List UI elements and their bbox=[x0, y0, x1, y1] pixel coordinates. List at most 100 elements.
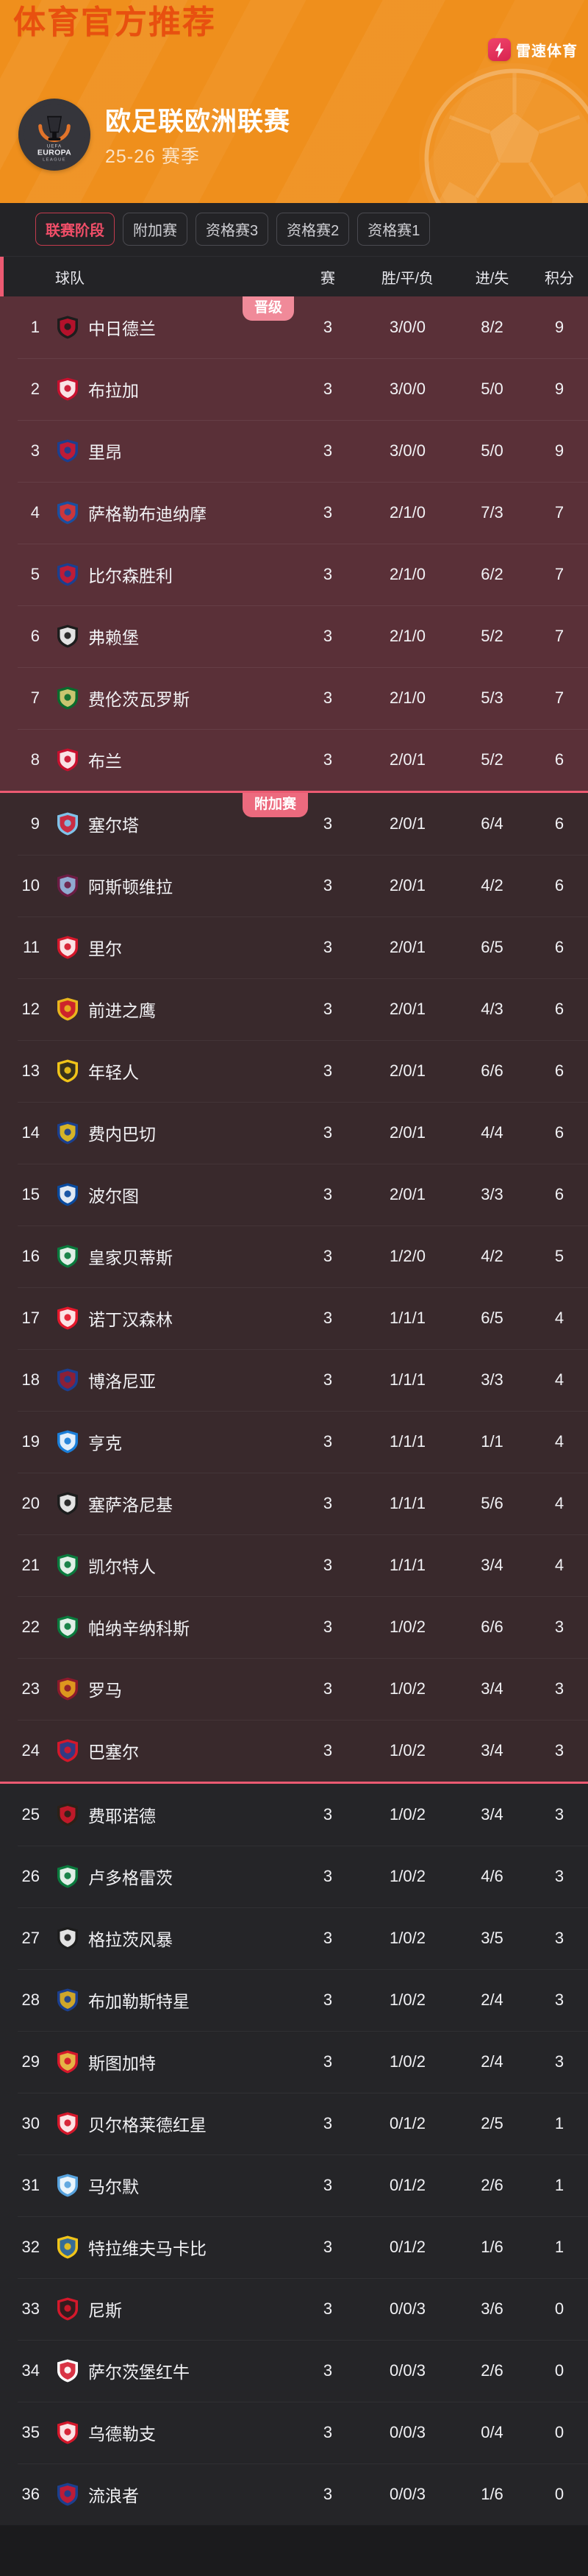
row-played: 3 bbox=[323, 1432, 333, 1451]
crest-go-ahead-eagles-icon bbox=[55, 997, 80, 1022]
table-row[interactable]: 11 里尔 3 2/0/1 6/5 6 bbox=[0, 917, 588, 978]
row-points: 3 bbox=[554, 1805, 564, 1824]
row-played: 3 bbox=[323, 2361, 333, 2380]
row-wdl: 2/0/1 bbox=[390, 1123, 426, 1142]
row-goals: 8/2 bbox=[481, 318, 503, 336]
table-row[interactable]: 13 年轻人 3 2/0/1 6/6 6 bbox=[0, 1040, 588, 1102]
table-row[interactable]: 15 波尔图 3 2/0/1 3/3 6 bbox=[0, 1164, 588, 1225]
row-points: 3 bbox=[554, 2052, 564, 2071]
row-rank: 1 bbox=[30, 318, 40, 336]
tab-1[interactable]: 联赛阶段 bbox=[35, 213, 115, 246]
table-row[interactable]: 33 尼斯 3 0/0/3 3/6 0 bbox=[0, 2278, 588, 2340]
row-goals: 5/2 bbox=[481, 750, 503, 769]
table-row[interactable]: 35 乌德勒支 3 0/0/3 0/4 0 bbox=[0, 2402, 588, 2463]
row-goals: 7/3 bbox=[481, 503, 503, 522]
row-played: 3 bbox=[323, 1185, 333, 1203]
row-points: 7 bbox=[554, 565, 564, 583]
row-team-name: 波尔图 bbox=[88, 1186, 139, 1206]
table-row[interactable]: 5 比尔森胜利 3 2/1/0 6/2 7 bbox=[0, 544, 588, 605]
table-row[interactable]: 19 亨克 3 1/1/1 1/1 4 bbox=[0, 1411, 588, 1473]
row-played: 3 bbox=[323, 2485, 333, 2503]
row-rank: 6 bbox=[30, 627, 40, 645]
row-points: 1 bbox=[554, 2238, 564, 2256]
row-rank: 11 bbox=[23, 938, 40, 956]
row-points: 4 bbox=[554, 1556, 564, 1574]
table-row[interactable]: 36 流浪者 3 0/0/3 1/6 0 bbox=[0, 2463, 588, 2525]
row-points: 3 bbox=[554, 1618, 564, 1636]
row-played: 3 bbox=[323, 2299, 333, 2318]
row-team: 皇家贝蒂斯 bbox=[46, 1244, 294, 1269]
table-row[interactable]: 16 皇家贝蒂斯 3 1/2/0 4/2 5 bbox=[0, 1225, 588, 1287]
crest-freiburg-icon bbox=[55, 624, 80, 649]
row-team: 流浪者 bbox=[46, 2482, 294, 2507]
table-row[interactable]: 30 贝尔格莱德红星 3 0/1/2 2/5 1 bbox=[0, 2093, 588, 2155]
tab-4[interactable]: 资格赛2 bbox=[276, 213, 350, 246]
table-row[interactable]: 29 斯图加特 3 1/0/2 2/4 3 bbox=[0, 2031, 588, 2093]
row-points: 0 bbox=[554, 2299, 564, 2318]
row-points: 3 bbox=[554, 1741, 564, 1760]
row-played: 3 bbox=[323, 876, 333, 894]
soccer-ball-watermark-icon bbox=[419, 63, 588, 203]
table-row[interactable]: 31 马尔默 3 0/1/2 2/6 1 bbox=[0, 2155, 588, 2216]
row-wdl: 3/0/0 bbox=[390, 318, 426, 336]
row-rank: 31 bbox=[21, 2176, 40, 2194]
row-points: 7 bbox=[554, 627, 564, 645]
table-row[interactable]: 26 卢多格雷茨 3 1/0/2 4/6 3 bbox=[0, 1846, 588, 1907]
row-team: 费内巴切 bbox=[46, 1120, 294, 1145]
row-team-name: 罗马 bbox=[88, 1681, 122, 1700]
table-row[interactable]: 8 布兰 3 2/0/1 5/2 6 bbox=[0, 729, 588, 791]
row-team: 斯图加特 bbox=[46, 2049, 294, 2074]
row-played: 3 bbox=[323, 1061, 333, 1080]
table-row[interactable]: 2 布拉加 3 3/0/0 5/0 9 bbox=[0, 358, 588, 420]
table-row[interactable]: 32 特拉维夫马卡比 3 0/1/2 1/6 1 bbox=[0, 2216, 588, 2278]
table-row[interactable]: 17 诺丁汉森林 3 1/1/1 6/5 4 bbox=[0, 1287, 588, 1349]
row-team: 里尔 bbox=[46, 935, 294, 960]
tab-3[interactable]: 资格赛3 bbox=[196, 213, 269, 246]
table-row[interactable]: 3 里昂 3 3/0/0 5/0 9 bbox=[0, 420, 588, 482]
row-goals: 5/6 bbox=[481, 1494, 503, 1512]
row-wdl: 1/0/2 bbox=[390, 1805, 426, 1824]
row-rank: 3 bbox=[30, 441, 40, 460]
table-row[interactable]: 24 巴塞尔 3 1/0/2 3/4 3 bbox=[0, 1720, 588, 1782]
tab-2[interactable]: 附加赛 bbox=[123, 213, 187, 246]
tab-5[interactable]: 资格赛1 bbox=[357, 213, 431, 246]
row-team: 弗赖堡 bbox=[46, 624, 294, 649]
row-rank: 8 bbox=[30, 750, 40, 769]
table-row[interactable]: 4 萨格勒布迪纳摩 3 2/1/0 7/3 7 bbox=[0, 482, 588, 544]
row-rank: 18 bbox=[21, 1370, 40, 1389]
row-goals: 4/6 bbox=[481, 1867, 503, 1885]
row-played: 3 bbox=[323, 2176, 333, 2194]
table-row[interactable]: 23 罗马 3 1/0/2 3/4 3 bbox=[0, 1658, 588, 1720]
table-row[interactable]: 28 布加勒斯特星 3 1/0/2 2/4 3 bbox=[0, 1969, 588, 2031]
table-row[interactable]: 34 萨尔茨堡红牛 3 0/0/3 2/6 0 bbox=[0, 2340, 588, 2402]
table-row[interactable]: 20 塞萨洛尼基 3 1/1/1 5/6 4 bbox=[0, 1473, 588, 1534]
table-row[interactable]: 21 凯尔特人 3 1/1/1 3/4 4 bbox=[0, 1534, 588, 1596]
table-row[interactable]: 6 弗赖堡 3 2/1/0 5/2 7 bbox=[0, 605, 588, 667]
row-goals: 3/5 bbox=[481, 1929, 503, 1947]
row-wdl: 3/0/0 bbox=[390, 441, 426, 460]
row-goals: 2/6 bbox=[481, 2176, 503, 2194]
row-played: 3 bbox=[323, 1370, 333, 1389]
table-row[interactable]: 7 费伦茨瓦罗斯 3 2/1/0 5/3 7 bbox=[0, 667, 588, 729]
table-row[interactable]: 14 费内巴切 3 2/0/1 4/4 6 bbox=[0, 1102, 588, 1164]
table-row[interactable]: 10 阿斯顿维拉 3 2/0/1 4/2 6 bbox=[0, 855, 588, 917]
table-row[interactable]: 27 格拉茨风暴 3 1/0/2 3/5 3 bbox=[0, 1907, 588, 1969]
row-goals: 6/4 bbox=[481, 814, 503, 833]
row-team-name: 皇家贝蒂斯 bbox=[88, 1248, 173, 1267]
row-played: 3 bbox=[323, 750, 333, 769]
table-row[interactable]: 12 前进之鹰 3 2/0/1 4/3 6 bbox=[0, 978, 588, 1040]
table-row[interactable]: 18 博洛尼亚 3 1/1/1 3/3 4 bbox=[0, 1349, 588, 1411]
row-team-name: 卢多格雷茨 bbox=[88, 1868, 173, 1887]
row-team-name: 萨尔茨堡红牛 bbox=[88, 2363, 190, 2382]
row-wdl: 3/0/0 bbox=[390, 380, 426, 398]
row-goals: 3/3 bbox=[481, 1185, 503, 1203]
uefa-europa-league-logo-icon: UEFA EUROPA LEAGUE bbox=[18, 99, 90, 171]
row-played: 3 bbox=[323, 814, 333, 833]
row-points: 9 bbox=[554, 441, 564, 460]
row-played: 3 bbox=[323, 1618, 333, 1636]
row-wdl: 1/0/2 bbox=[390, 1867, 426, 1885]
table-row[interactable]: 25 费耶诺德 3 1/0/2 3/4 3 bbox=[0, 1784, 588, 1846]
row-played: 3 bbox=[323, 1741, 333, 1760]
brand-logo[interactable]: 雷速体育 bbox=[488, 38, 578, 61]
table-row[interactable]: 22 帕纳辛纳科斯 3 1/0/2 6/6 3 bbox=[0, 1596, 588, 1658]
